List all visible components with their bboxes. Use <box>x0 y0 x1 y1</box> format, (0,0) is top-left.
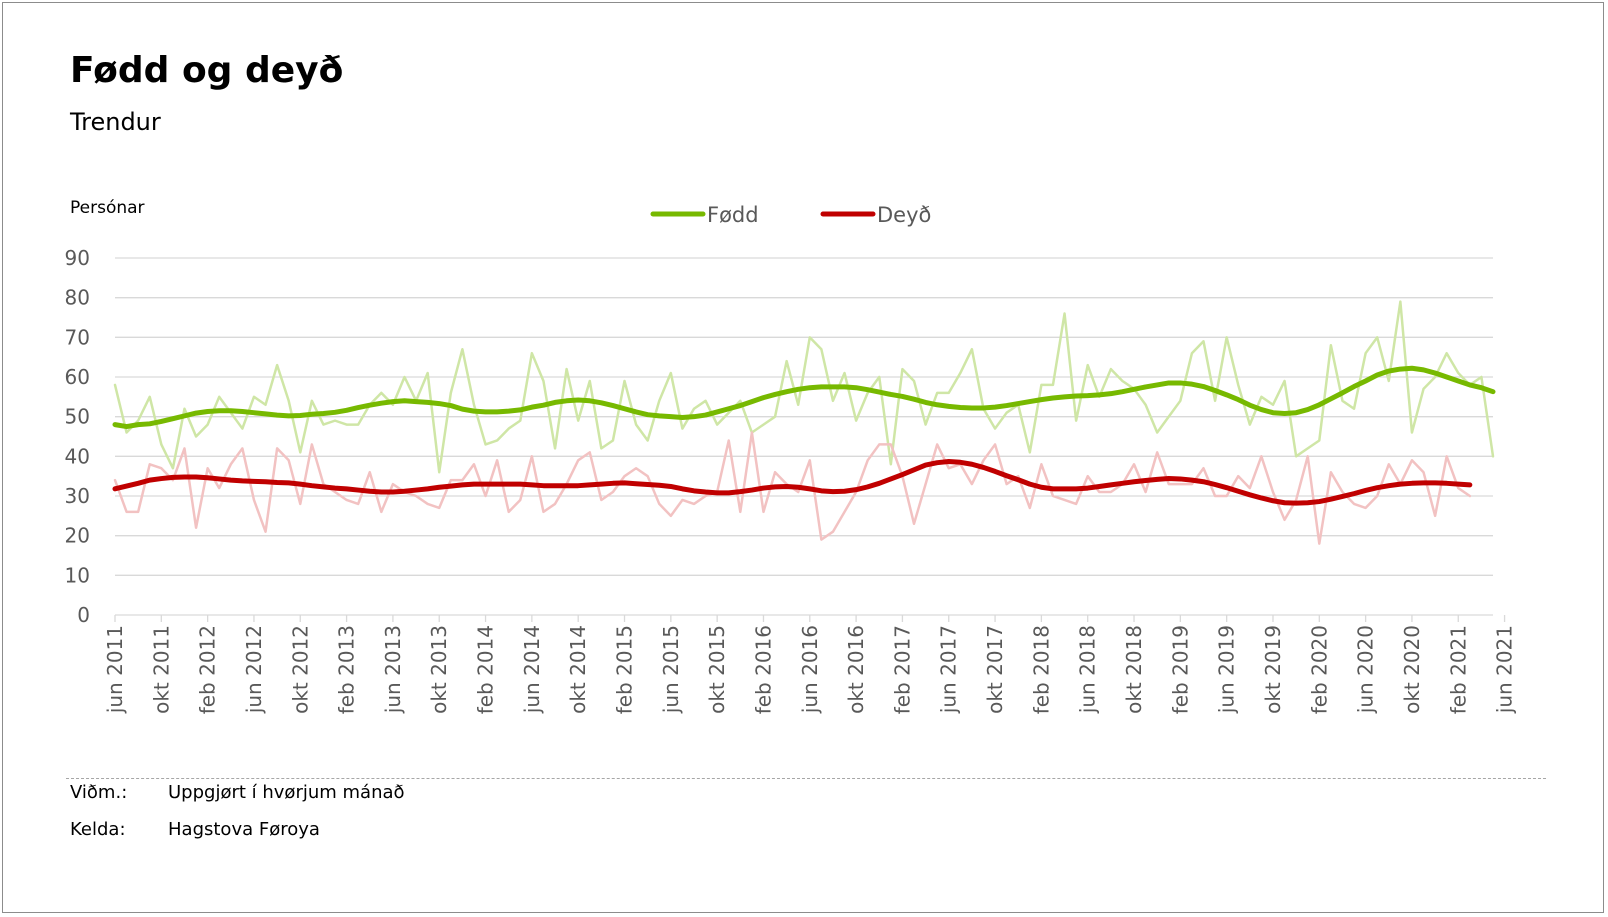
x-tick-label: okt 2019 <box>1261 625 1285 714</box>
x-tick-label: okt 2015 <box>705 625 729 714</box>
y-tick-label: 20 <box>65 524 90 548</box>
y-tick-label: 80 <box>65 286 90 310</box>
legend-label: Deyð <box>877 203 931 227</box>
x-tick-label: jun 2017 <box>937 625 961 714</box>
y-tick-label: 70 <box>65 325 90 349</box>
x-tick-label: jun 2016 <box>798 625 822 714</box>
source-value: Hagstova Føroya <box>168 819 320 840</box>
source-label: Kelda: <box>70 819 126 840</box>
x-tick-label: jun 2021 <box>1493 625 1517 714</box>
x-tick-label: jun 2015 <box>659 625 683 714</box>
x-tick-label: okt 2014 <box>566 625 590 714</box>
x-tick-label: okt 2017 <box>983 625 1007 714</box>
y-tick-label: 30 <box>65 484 90 508</box>
x-tick-label: feb 2021 <box>1446 625 1470 714</box>
y-tick-label: 0 <box>77 603 90 627</box>
x-tick-label: feb 2017 <box>890 625 914 714</box>
y-tick-label: 50 <box>65 405 90 429</box>
x-tick-label: jun 2013 <box>381 625 405 714</box>
x-tick-label: jun 2018 <box>1076 625 1100 714</box>
x-tick-label: jun 2020 <box>1354 625 1378 714</box>
x-tick-label: feb 2014 <box>474 625 498 714</box>
x-tick-label: feb 2018 <box>1029 625 1053 714</box>
y-tick-label: 90 <box>65 246 90 270</box>
note-value: Uppgjørt í hvørjum mánað <box>168 782 405 803</box>
x-tick-label: okt 2020 <box>1400 625 1424 714</box>
x-tick-label: feb 2013 <box>335 625 359 714</box>
footer-divider <box>66 778 1546 779</box>
x-tick-label: okt 2012 <box>288 625 312 714</box>
x-tick-label: okt 2013 <box>427 625 451 714</box>
x-tick-label: jun 2012 <box>242 625 266 714</box>
x-tick-label: jun 2014 <box>520 625 544 714</box>
x-tick-label: feb 2012 <box>196 625 220 714</box>
footer-source-row: Kelda: Hagstova Føroya <box>70 819 320 840</box>
x-tick-label: feb 2019 <box>1168 625 1192 714</box>
x-tick-label: jun 2019 <box>1215 625 1239 714</box>
x-tick-label: okt 2011 <box>149 625 173 714</box>
x-tick-label: jun 2011 <box>103 625 127 714</box>
x-tick-label: feb 2020 <box>1307 625 1331 714</box>
fodd-monthly-line <box>113 300 1495 474</box>
y-tick-label: 10 <box>65 563 90 587</box>
y-tick-label: 40 <box>65 444 90 468</box>
y-axis-label: Persónar <box>70 198 145 218</box>
fodd-trend-line <box>112 365 1496 430</box>
x-tick-label: feb 2016 <box>751 625 775 714</box>
x-tick-label: feb 2015 <box>613 625 637 714</box>
x-tick-label: okt 2016 <box>844 625 868 714</box>
footer-note-row: Viðm.: Uppgjørt í hvørjum mánað <box>70 782 405 803</box>
x-tick-label: okt 2018 <box>1122 625 1146 714</box>
note-label: Viðm.: <box>70 782 128 803</box>
legend-label: Fødd <box>707 203 759 227</box>
chart-title: Fødd og deyð <box>70 50 344 91</box>
y-tick-label: 60 <box>65 365 90 389</box>
chart-subtitle: Trendur <box>70 108 161 136</box>
deyd-trend-line <box>112 458 1473 506</box>
